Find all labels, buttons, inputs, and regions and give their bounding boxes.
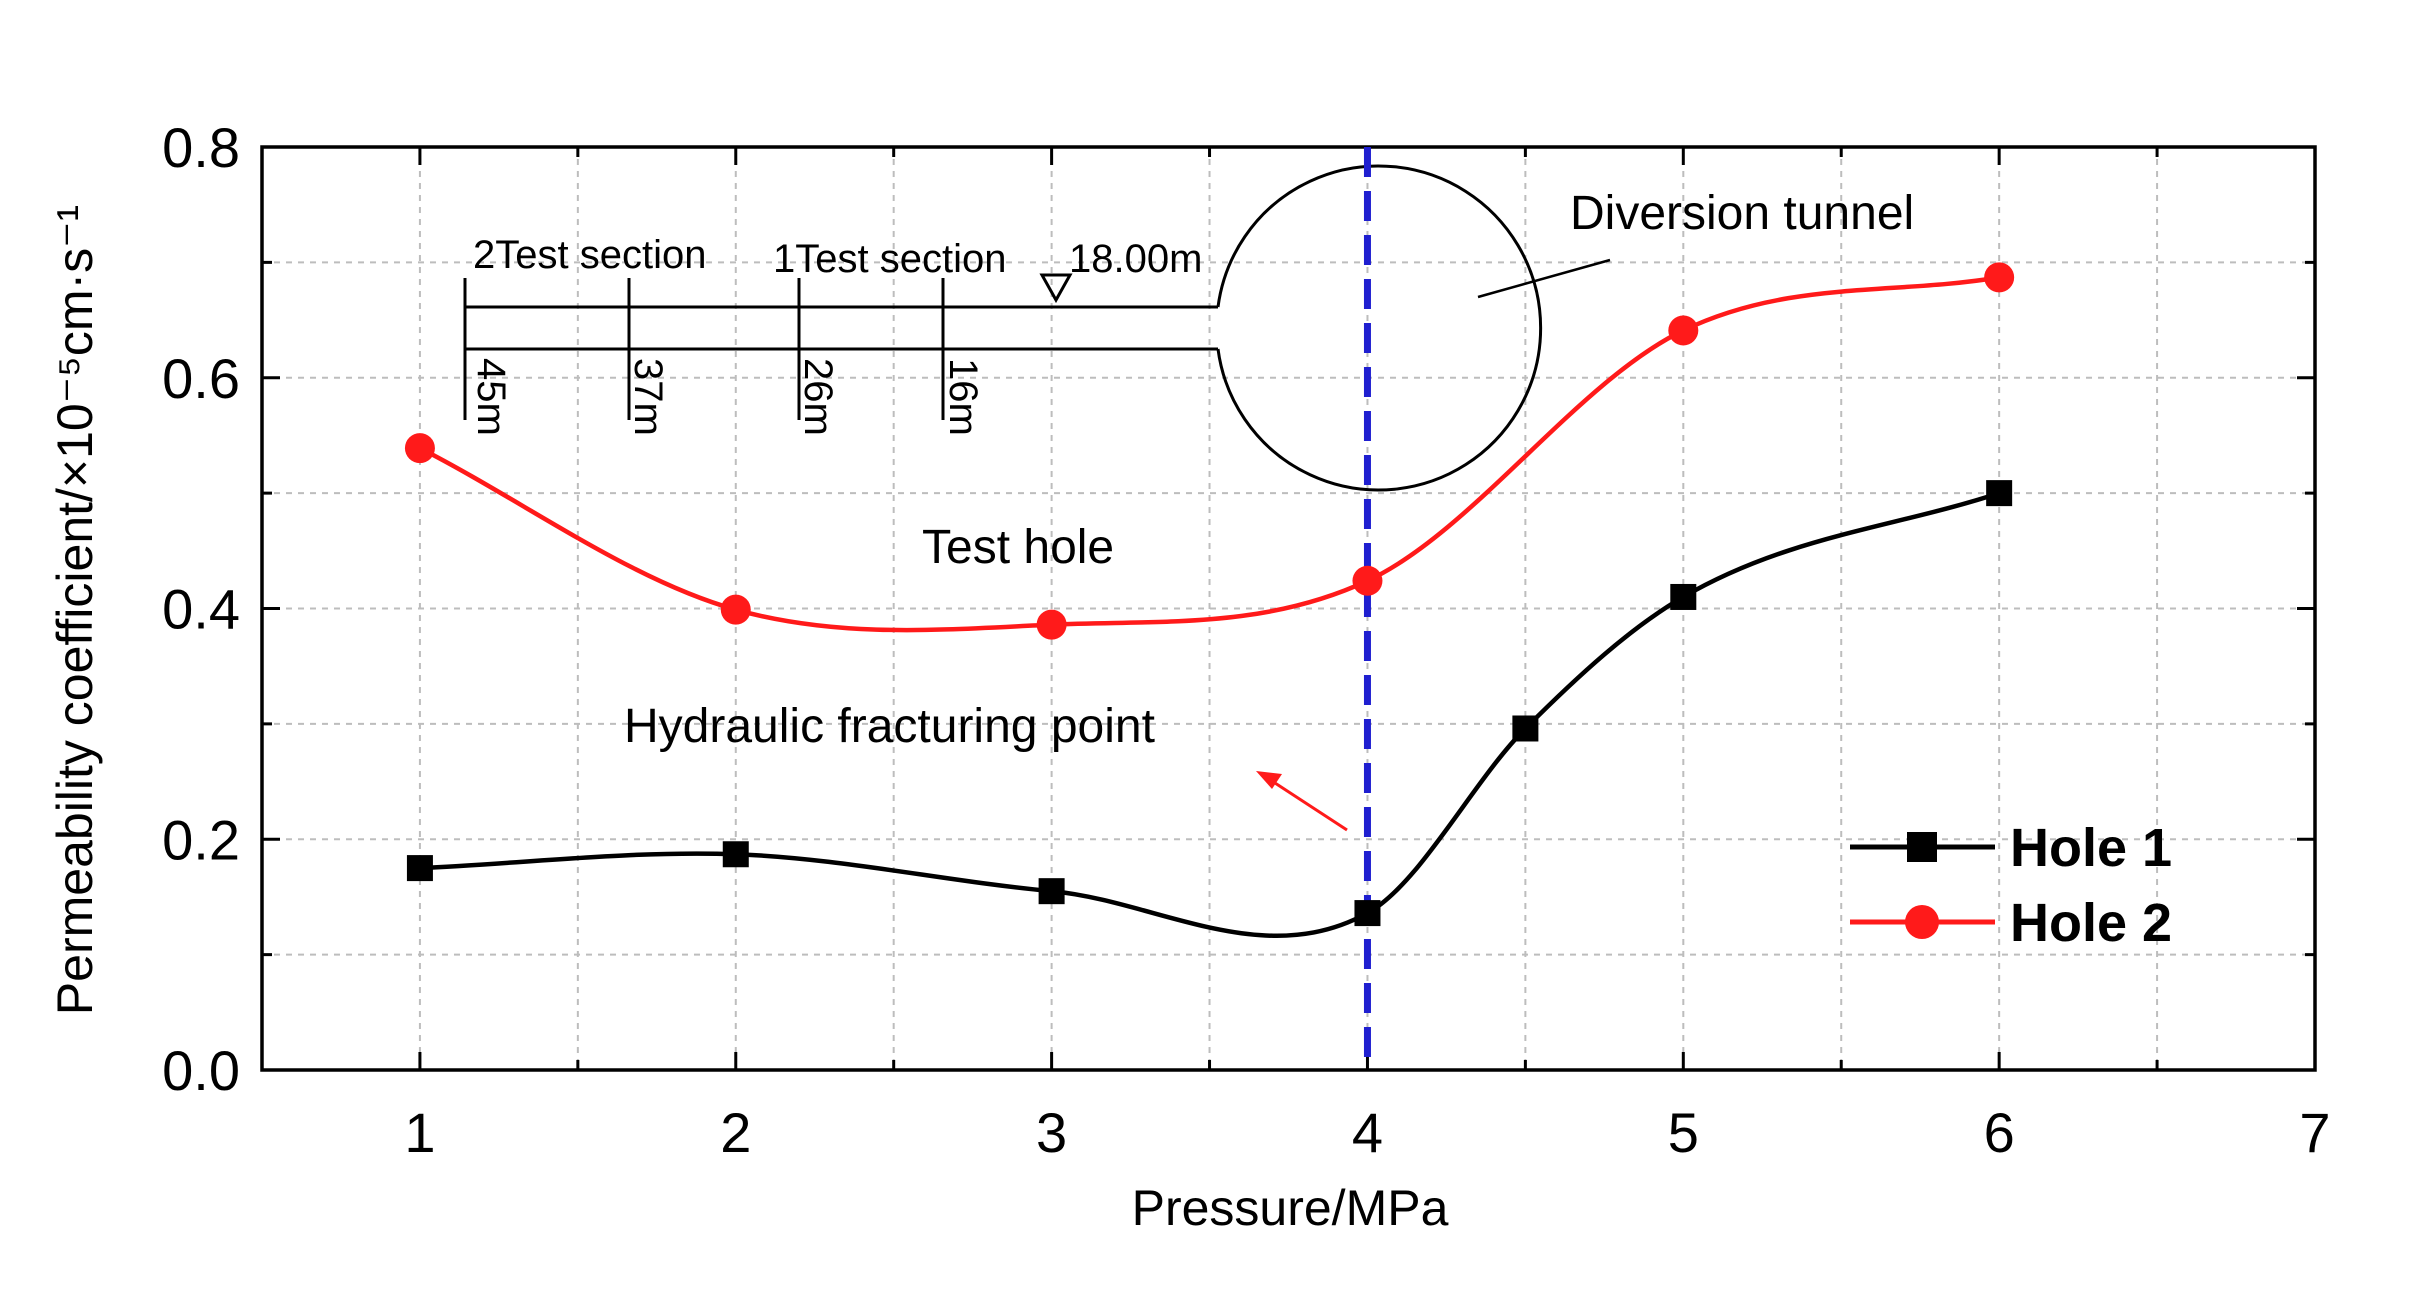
y-axis-title: Permeability coefficient/×10⁻⁵cm·s⁻¹ [47, 205, 103, 1015]
data-point-hole2 [1352, 565, 1383, 596]
label-hydraulic-fracturing-point: Hydraulic fracturing point [624, 700, 1155, 753]
data-point-hole1 [1512, 715, 1539, 742]
y-axis-title-unit: ×10⁻⁵cm·s⁻¹ [47, 205, 103, 488]
tunnel-pointer-line [1477, 258, 1611, 299]
inset-depth-16m: 16m [941, 358, 985, 436]
inset-depth-26m: 26m [796, 358, 840, 436]
inset-label-2test-section: 2Test section [473, 233, 706, 277]
inset-label-elevation: 18.00m [1069, 237, 1202, 281]
data-point-hole2 [1668, 315, 1699, 346]
legend: Hole 1 Hole 2 [1850, 818, 2172, 953]
data-point-hole1 [1986, 480, 2013, 507]
x-tick-label: 7 [2299, 1101, 2330, 1164]
x-tick-label: 3 [1036, 1101, 1067, 1164]
label-test-hole: Test hole [922, 521, 1114, 574]
data-point-hole1 [722, 841, 749, 868]
data-point-hole1 [1670, 583, 1697, 610]
fracturing-arrow [1256, 771, 1348, 832]
data-point-hole1 [1354, 900, 1381, 927]
x-tick-label: 1 [404, 1101, 435, 1164]
y-tick-label: 0.2 [162, 808, 240, 871]
data-point-hole2 [1036, 609, 1067, 640]
x-tick-label: 4 [1352, 1101, 1383, 1164]
inset-depth-37m: 37m [626, 358, 670, 436]
x-axis-title: Pressure/MPa [1132, 1180, 1449, 1236]
fracturing-arrow-shaft [1274, 781, 1348, 832]
tunnel-circle [1216, 164, 1543, 492]
legend-hole2-label: Hole 2 [2010, 893, 2172, 953]
y-tick-label: 0.4 [162, 578, 240, 641]
y-tick-label: 0.8 [162, 116, 240, 179]
data-point-hole2 [720, 594, 751, 625]
y-tick-label: 0.6 [162, 347, 240, 410]
y-tick-labels: 0.0 0.2 0.4 0.6 0.8 [162, 116, 240, 1102]
test-hole-schematic [463, 164, 1611, 492]
water-level-triangle-icon [1039, 273, 1073, 304]
label-diversion-tunnel: Diversion tunnel [1570, 187, 1914, 240]
legend-hole1-square-icon [1907, 832, 1937, 862]
y-axis-title-main: Permeability coefficient/ [47, 488, 103, 1015]
data-markers [404, 262, 2015, 927]
legend-hole1-label: Hole 1 [2010, 818, 2172, 878]
y-tick-label: 0.0 [162, 1039, 240, 1102]
inset-label-1test-section: 1Test section [773, 237, 1006, 281]
series-line-hole2 [418, 275, 2000, 633]
x-tick-label: 5 [1668, 1101, 1699, 1164]
data-point-hole2 [1984, 262, 2015, 293]
x-tick-label: 6 [1984, 1101, 2015, 1164]
data-point-hole1 [406, 855, 433, 882]
data-point-hole2 [404, 433, 435, 464]
x-tick-label: 2 [720, 1101, 751, 1164]
inset-depth-45m: 45m [469, 358, 513, 436]
legend-hole2-circle-icon [1905, 905, 1939, 939]
fracturing-arrowhead-icon [1256, 771, 1282, 789]
x-tick-labels: 1 2 3 4 5 6 7 [404, 1101, 2330, 1164]
data-point-hole1 [1038, 878, 1065, 905]
